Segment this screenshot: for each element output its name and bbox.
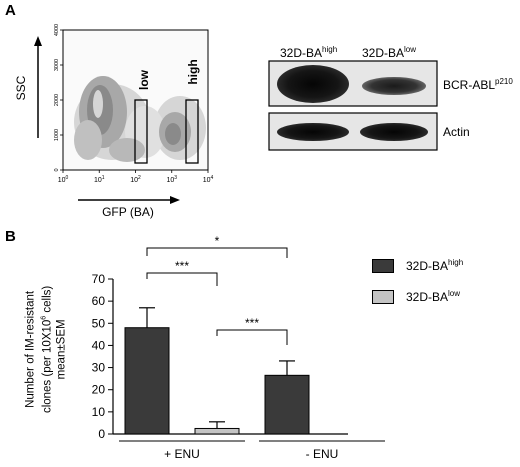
legend-swatch-high (372, 258, 394, 273)
legend: 32D-BAhigh 32D-BAlow (372, 258, 463, 304)
band-actin-low (360, 123, 428, 141)
bar-chart-y-tick-label: 60 (92, 294, 106, 308)
gate-low-label: low (137, 69, 151, 90)
flow-y-tick-label: 1000 (54, 129, 60, 141)
flow-y-axis-label: SSC (14, 75, 28, 100)
significance-label: *** (245, 316, 259, 330)
significance-bracket: *** (216, 316, 288, 345)
bar-chart-y-tick-label: 40 (92, 338, 106, 352)
blot-col2-header: 32D-BAlow (362, 45, 417, 60)
significance-bracket: * (146, 234, 288, 258)
bar-chart-y-tick-label: 10 (92, 405, 106, 419)
legend-item-low: 32D-BAlow (372, 289, 463, 304)
bar-chart-y-tick-label: 20 (92, 383, 106, 397)
flow-y-tick-label: 3000 (54, 59, 60, 71)
legend-swatch-low (372, 289, 394, 304)
legend-item-high: 32D-BAhigh (372, 258, 463, 273)
bar-enu-high (124, 327, 170, 435)
flow-x-tick-label: 101 (94, 175, 105, 184)
flow-y-tick-label: 0 (54, 168, 60, 171)
bar-chart-y-tick-label: 0 (98, 427, 105, 441)
band-bcr-abl-high (277, 65, 349, 103)
bar-chart-y-tick-label: 70 (92, 272, 106, 286)
flow-x-tick-label: 102 (130, 175, 141, 184)
flow-y-tick-label: 2000 (54, 94, 60, 106)
gate-high (185, 99, 199, 164)
flow-x-tick-label: 104 (203, 175, 214, 184)
flow-x-tick-label: 100 (58, 175, 69, 184)
blot-row2-label: Actin (443, 125, 470, 139)
gate-low (134, 99, 148, 164)
gate-high-label: high (186, 59, 200, 84)
panel-b-label: B (5, 228, 16, 245)
significance-label: *** (175, 259, 189, 273)
band-actin-high (277, 123, 349, 141)
significance-bracket: *** (146, 259, 218, 286)
bar-chart-y-tick-label: 50 (92, 316, 106, 330)
group-label: - ENU (306, 447, 339, 461)
bar-enu-high (264, 374, 310, 435)
western-blot (268, 60, 438, 151)
group-label: + ENU (164, 447, 200, 461)
legend-label-high: 32D-BAhigh (406, 258, 464, 273)
legend-label-low: 32D-BAlow (406, 289, 461, 304)
bar-enu-low (194, 427, 240, 435)
flow-x-ticks: 100 101 102 103 104 (58, 170, 214, 184)
flow-y-ticks: 0 1000 2000 3000 4000 (54, 24, 63, 172)
blot-col1-header: 32D-BAhigh (280, 45, 338, 60)
bar-chart-y-tick-label: 30 (92, 361, 106, 375)
panel-a-label: A (5, 2, 16, 19)
significance-label: * (215, 234, 220, 248)
flow-y-tick-label: 4000 (54, 24, 60, 36)
band-bcr-abl-low (362, 77, 426, 95)
flow-x-tick-label: 103 (166, 175, 177, 184)
flow-x-axis-label: GFP (BA) (102, 205, 154, 219)
blot-row1-label: BCR-ABLp210 (443, 77, 513, 92)
